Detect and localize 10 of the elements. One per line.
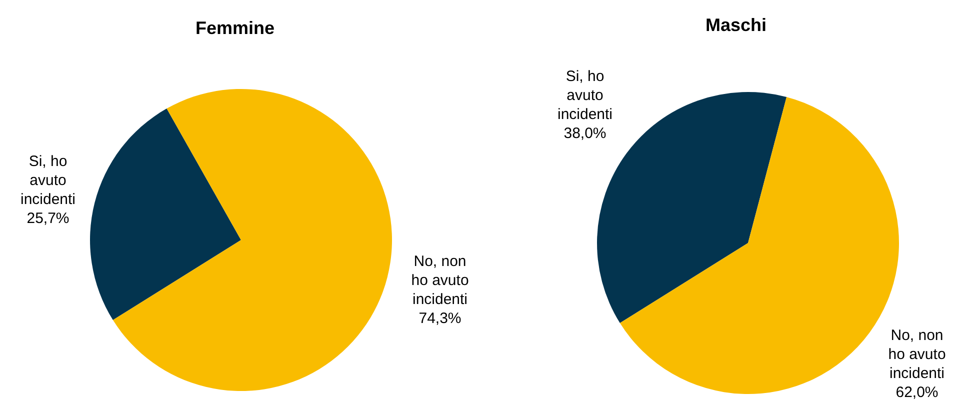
data-label: 38,0% bbox=[564, 125, 606, 142]
data-label: 74,3% bbox=[418, 310, 462, 327]
slice-label: No, non ho avuto incidenti bbox=[888, 327, 946, 382]
data-label: 25,7% bbox=[26, 210, 70, 227]
data-label: 62,0% bbox=[896, 384, 938, 401]
chart-title: Maschi bbox=[705, 15, 767, 35]
slice-label: Si, ho avuto incidenti bbox=[20, 153, 76, 208]
slice-label: Si, ho avuto incidenti bbox=[557, 68, 613, 123]
chart-title: Femmine bbox=[195, 18, 275, 38]
slice-label: No, non ho avuto incidenti bbox=[411, 253, 469, 308]
